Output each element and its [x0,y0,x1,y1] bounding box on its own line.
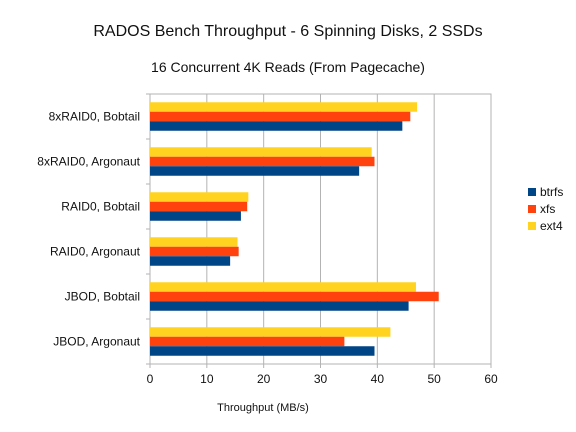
bar-ext4 [150,327,391,337]
bar-btrfs [150,346,375,356]
category-label: 8xRAID0, Bobtail [49,110,140,124]
legend-swatch-ext4 [528,222,536,230]
x-tick-label: 0 [147,372,154,386]
category-label: RAID0, Argonaut [50,245,141,259]
legend-label-ext4: ext4 [540,219,563,233]
category-label: JBOD, Bobtail [65,290,140,304]
x-tick-label: 10 [200,372,214,386]
bar-btrfs [150,256,231,266]
plot-area: 0 10 20 30 40 50 60 8xRAID0, Bobtail 8xRAID0, Ar… [37,93,498,386]
x-tick-label: 60 [484,372,498,386]
chart-subtitle: 16 Concurrent 4K Reads (From Pagecache) [151,59,425,75]
bar-btrfs [150,166,360,176]
legend-swatch-xfs [528,205,536,213]
legend-label-btrfs: btrfs [540,185,563,199]
bar-ext4 [150,102,418,112]
legend: btrfs xfs ext4 [528,185,563,233]
bar-xfs [150,156,375,167]
category-label: JBOD, Argonaut [53,335,140,349]
bar-btrfs [150,301,409,311]
bar-ext4 [150,192,249,202]
legend-label-xfs: xfs [540,202,555,216]
category-label: 8xRAID0, Argonaut [37,155,140,169]
bar-xfs [150,246,239,257]
bar-btrfs [150,121,403,131]
bar-btrfs [150,211,241,221]
x-axis-label: Throughput (MB/s) [217,402,309,414]
bar-xfs [150,201,248,212]
bar-xfs [150,111,411,122]
x-tick-label: 50 [427,372,441,386]
bar-ext4 [150,237,238,247]
legend-swatch-btrfs [528,188,536,196]
x-tick-label: 20 [257,372,271,386]
category-label: RAID0, Bobtail [61,200,140,214]
chart-title: RADOS Bench Throughput - 6 Spinning Disk… [93,23,482,40]
x-tick-label: 30 [314,372,328,386]
x-tick-label: 40 [371,372,385,386]
bar-xfs [150,336,345,347]
bar-xfs [150,291,439,302]
bar-ext4 [150,282,416,292]
bar-ext4 [150,147,372,157]
